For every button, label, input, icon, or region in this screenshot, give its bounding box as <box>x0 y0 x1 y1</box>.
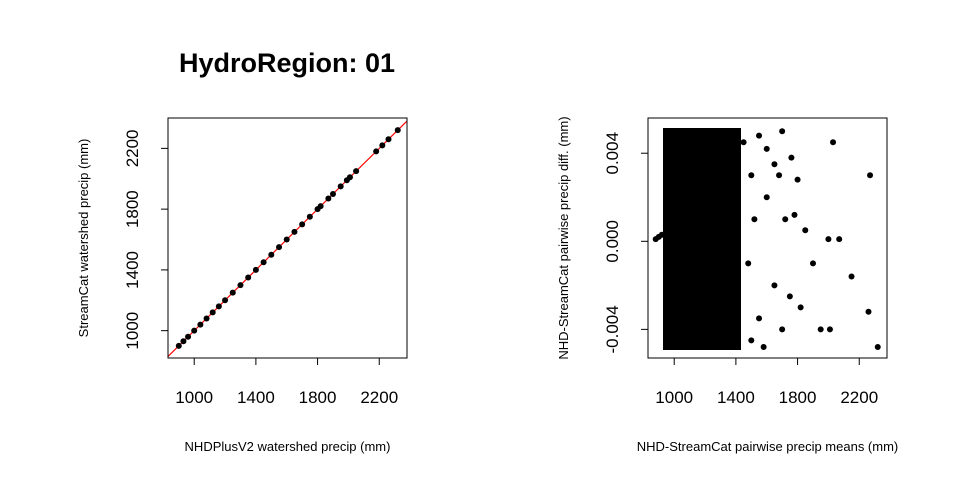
x-tick-label: 2200 <box>840 388 878 407</box>
point <box>756 132 763 139</box>
point <box>260 259 267 266</box>
plot-box <box>167 117 408 359</box>
point <box>197 321 204 328</box>
point <box>268 251 275 258</box>
point <box>180 338 187 345</box>
y-tick-label: -0.004 <box>603 305 622 353</box>
point <box>215 303 222 310</box>
point <box>802 227 809 234</box>
point <box>353 168 360 175</box>
y-tick-label: 0.004 <box>603 132 622 175</box>
point <box>763 145 770 152</box>
x-tick-label: 2200 <box>360 388 398 407</box>
point <box>809 260 816 267</box>
point <box>291 228 298 235</box>
x-tick-label: 1400 <box>717 388 755 407</box>
point <box>317 203 324 210</box>
point <box>325 195 332 202</box>
point <box>786 293 793 300</box>
point <box>771 161 778 168</box>
point <box>222 297 229 304</box>
point <box>175 342 182 349</box>
point <box>791 211 798 218</box>
point <box>817 326 824 333</box>
point <box>373 148 380 155</box>
y-tick-label: 1000 <box>123 312 142 350</box>
y-tick-label: 1400 <box>123 251 142 289</box>
point <box>788 154 795 161</box>
point <box>779 326 786 333</box>
point <box>836 236 843 243</box>
point <box>865 308 872 315</box>
point <box>748 337 755 344</box>
y-tick-label: 2200 <box>123 129 142 167</box>
chart-title: HydroRegion: 01 <box>179 48 395 78</box>
point <box>740 139 747 146</box>
x-tick-label: 1800 <box>779 388 817 407</box>
x-tick-label: 1800 <box>299 388 337 407</box>
point <box>209 309 216 316</box>
point <box>329 190 336 197</box>
point <box>782 216 789 223</box>
point <box>276 244 283 251</box>
point <box>379 142 386 149</box>
point <box>771 282 778 289</box>
point <box>337 183 344 190</box>
point <box>874 343 881 350</box>
point <box>237 282 244 289</box>
point <box>867 172 874 179</box>
point <box>306 213 313 220</box>
point <box>825 236 832 243</box>
plot-box <box>647 117 888 359</box>
x-axis-label: NHD-StreamCat pairwise precip means (mm) <box>637 439 899 454</box>
point <box>346 174 353 181</box>
x-tick-label: 1400 <box>237 388 275 407</box>
point <box>299 221 306 228</box>
point <box>185 333 192 340</box>
y-axis-label: StreamCat watershed precip (mm) <box>76 139 91 338</box>
point <box>203 315 210 322</box>
x-axis-label: NHDPlusV2 watershed precip (mm) <box>185 439 391 454</box>
point <box>229 289 236 296</box>
point <box>245 274 252 281</box>
y-axis-label: NHD-StreamCat pairwise precip diff. (mm) <box>556 116 571 359</box>
y-tick-label: 1800 <box>123 190 142 228</box>
point <box>797 304 804 311</box>
point <box>252 266 259 273</box>
point <box>748 172 755 179</box>
point <box>830 139 837 146</box>
point <box>385 136 392 143</box>
point <box>394 127 401 134</box>
point <box>283 236 290 243</box>
point <box>794 176 801 183</box>
y-tick-label: 0.000 <box>603 220 622 263</box>
point <box>776 172 783 179</box>
point <box>826 326 833 333</box>
point <box>745 260 752 267</box>
point <box>663 238 670 245</box>
point <box>779 128 786 135</box>
dense-points <box>663 128 741 350</box>
point <box>763 194 770 201</box>
point <box>191 327 198 334</box>
x-tick-label: 1000 <box>175 388 213 407</box>
point <box>751 216 758 223</box>
point <box>658 231 665 238</box>
point <box>665 244 672 251</box>
x-tick-label: 1000 <box>655 388 693 407</box>
point <box>848 273 855 280</box>
point <box>756 315 763 322</box>
point <box>760 343 767 350</box>
